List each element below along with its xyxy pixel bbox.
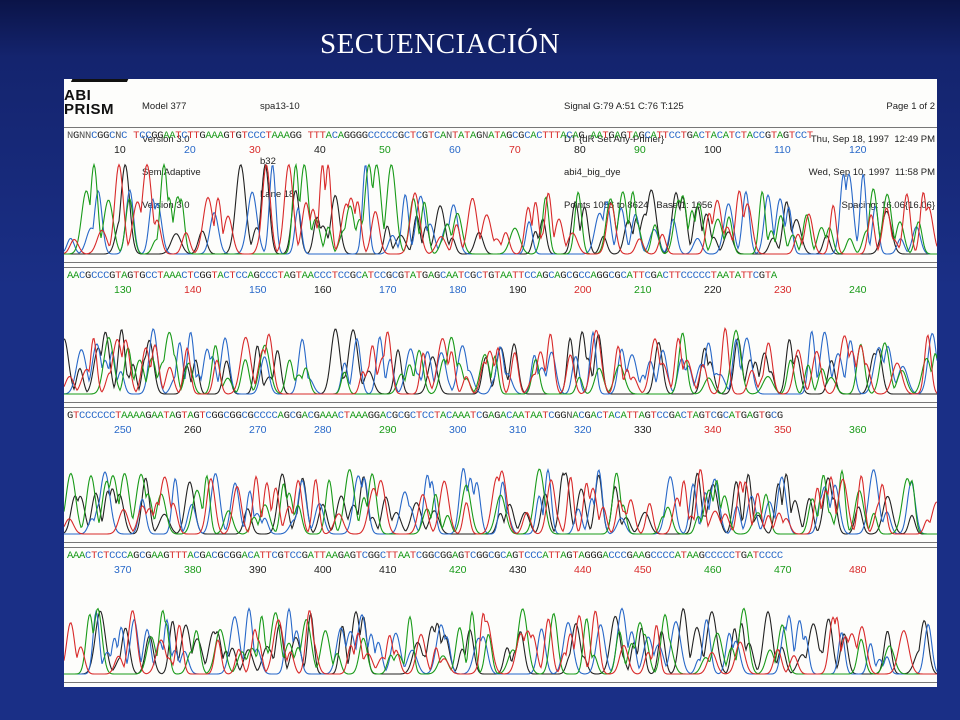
base-position-label: 440 [574,564,592,576]
base-call-sequence: AACGCCCGTAGTGCCTAAACTCGGTACTCCAGCCCTAGTA… [67,270,777,282]
base-position-label: 340 [704,424,722,436]
trace-line-A [64,329,937,395]
chromatogram-image: ABI PRISM Model 377 Version 3.0 SemiAdap… [64,79,937,687]
base-position-label: 300 [449,424,467,436]
base-position-label: 460 [704,564,722,576]
header-line: Thu, Sep 18, 1997 12:49 PM [810,134,935,145]
base-position-label: 230 [774,284,792,296]
trace-line-A [64,468,937,535]
base-position-label: 210 [634,284,652,296]
header-line: Version 3.0 [142,134,190,145]
header-sample-info: spa13-10 b32 Lane 18 [260,79,300,222]
trace-panel: NGNNCGGCNC TCCGGAATCTTGAAAGTGTCCCTAAAGG … [64,127,937,263]
base-position-label: 10 [114,144,126,156]
base-position-label: 450 [634,564,652,576]
base-position-label: 260 [184,424,202,436]
header-line: Model 377 [142,101,187,112]
base-position-label: 160 [314,284,332,296]
trace-line-T [64,610,937,675]
trace-line-G [64,472,937,535]
base-position-label: 70 [509,144,521,156]
header-line: SemiAdaptive [142,167,201,178]
header-line: spa13-10 [260,101,300,112]
fluorescence-traces [64,162,937,255]
base-position-label: 180 [449,284,467,296]
header-line: Signal G:79 A:51 C:76 T:125 [564,101,684,112]
trace-line-T [64,469,937,535]
base-position-label: 320 [574,424,592,436]
base-position-label: 40 [314,144,326,156]
base-call-sequence: AAACTCTCCCAGCGAAGTTTACGACGCGGACATTCGTCCG… [67,550,783,562]
base-position-label: 170 [379,284,397,296]
base-position-label: 350 [774,424,792,436]
base-position-label: 390 [249,564,267,576]
slide-title: SECUENCIACIÓN [319,28,561,60]
trace-line-A [64,162,937,255]
trace-line-C [64,607,937,675]
base-position-label: 280 [314,424,332,436]
trace-panel: GTCCCCCCTAAAAGAATAGTAGTCGGCGGCGCCCCAGCGA… [64,407,937,543]
trace-line-C [64,164,937,255]
trace-line-T [64,326,937,395]
trace-line-T [64,163,937,255]
base-position-label: 270 [249,424,267,436]
base-position-label: 80 [574,144,586,156]
base-position-label: 150 [249,284,267,296]
base-position-label: 480 [849,564,867,576]
header-run-info: Signal G:79 A:51 C:76 T:125 DT {dR Set A… [564,79,712,233]
trace-line-G [64,163,937,255]
base-position-label: 90 [634,144,646,156]
trace-line-C [64,328,937,395]
trace-panel: AAACTCTCCCAGCGAAGTTTACGACGCGGACATTCGTCCG… [64,547,937,683]
base-position-label: 420 [449,564,467,576]
base-position-label: 220 [704,284,722,296]
base-position-label: 250 [114,424,132,436]
base-position-label: 60 [449,144,461,156]
header-line: Page 1 of 2 [886,101,935,112]
base-position-label: 20 [184,144,196,156]
base-position-label: 50 [379,144,391,156]
base-position-label: 360 [849,424,867,436]
base-position-label: 30 [249,144,261,156]
base-call-sequence: GTCCCCCCTAAAAGAATAGTAGTCGGCGGCGCCCCAGCGA… [67,410,783,422]
base-position-label: 120 [849,144,867,156]
header-line: b32 [260,156,276,167]
base-position-label: 310 [509,424,527,436]
header-line: DT {dR Set Any-Primer} [564,134,665,145]
base-position-label: 240 [849,284,867,296]
header-line: Wed, Sep 10, 1997 11:58 PM [808,167,935,178]
base-position-label: 110 [774,144,791,156]
trace-line-G [64,607,937,675]
header-line: abi4_big_dye [564,167,621,178]
base-position-label: 410 [379,564,397,576]
base-position-label: 430 [509,564,527,576]
base-position-label: 200 [574,284,592,296]
base-position-label: 190 [509,284,527,296]
fluorescence-traces [64,607,937,675]
base-position-label: 140 [184,284,202,296]
header-line: Lane 18 [260,189,295,200]
logo-abi-text: ABI [64,87,92,104]
base-call-sequence: NGNNCGGCNC TCCGGAATCTTGAAAGTGTCCCTAAAGG … [67,130,813,142]
base-position-label: 290 [379,424,397,436]
base-position-label: 470 [774,564,792,576]
base-position-label: 400 [314,564,332,576]
base-position-label: 380 [184,564,202,576]
base-position-label: 100 [704,144,722,156]
logo-prism-text: PRISM [64,101,115,118]
fluorescence-traces [64,326,937,395]
trace-panel: AACGCCCGTAGTGCCTAAACTCGGTACTCCAGCCCTAGTA… [64,267,937,403]
base-position-label: 130 [114,284,132,296]
fluorescence-traces [64,467,937,535]
base-position-label: 370 [114,564,132,576]
base-position-label: 330 [634,424,652,436]
